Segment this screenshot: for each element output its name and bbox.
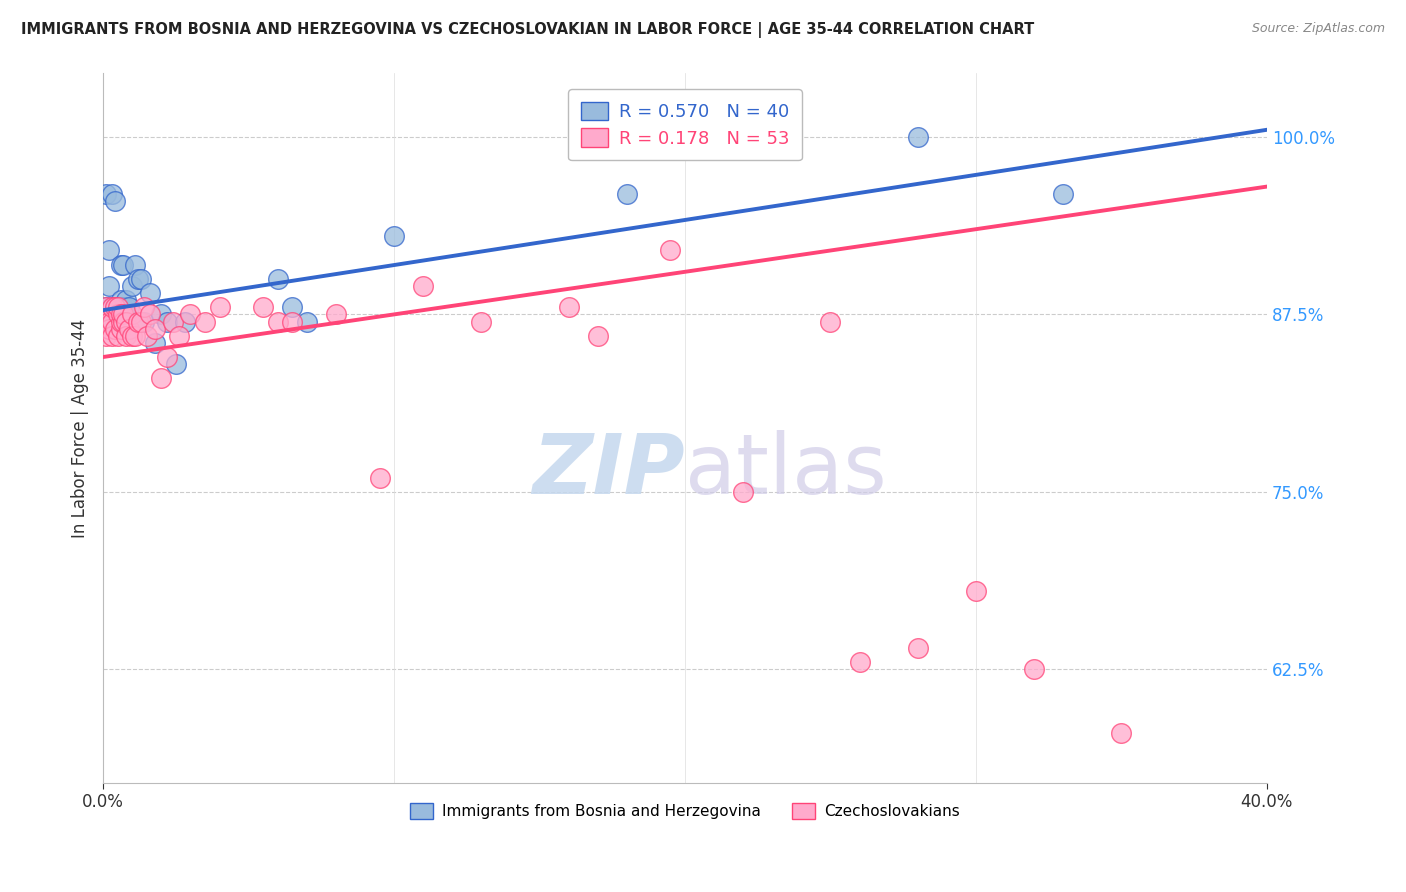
Point [733, 484, 755, 499]
Point [267, 272, 290, 286]
Point [252, 301, 274, 315]
Point [97, 244, 120, 258]
Point [112, 307, 135, 321]
Point [97, 314, 120, 328]
Point [150, 307, 173, 321]
Point [101, 328, 124, 343]
Point [281, 314, 304, 328]
Point [110, 314, 132, 328]
Point [281, 301, 304, 315]
Point [127, 272, 149, 286]
Point [104, 321, 127, 335]
Point [110, 258, 132, 272]
Point [115, 301, 138, 315]
Point [97, 321, 120, 335]
Point [162, 314, 184, 328]
Point [295, 314, 318, 328]
Point [412, 279, 434, 293]
Point [104, 301, 127, 315]
Point [165, 357, 187, 371]
Point [115, 293, 138, 308]
Point [132, 314, 155, 328]
Point [101, 314, 124, 328]
Point [848, 656, 870, 670]
Point [112, 307, 135, 321]
Text: atlas: atlas [685, 430, 887, 511]
Point [101, 186, 124, 201]
Point [110, 301, 132, 315]
Point [101, 314, 124, 328]
Point [167, 328, 190, 343]
Point [208, 301, 231, 315]
Point [94, 328, 117, 343]
Point [267, 314, 290, 328]
Point [470, 314, 492, 328]
Point [107, 301, 129, 315]
Point [115, 328, 138, 343]
Point [965, 584, 987, 599]
Point [110, 321, 132, 335]
Point [138, 286, 160, 301]
Text: ZIP: ZIP [533, 430, 685, 511]
Point [94, 301, 117, 315]
Legend: Immigrants from Bosnia and Herzegovina, Czechoslovakians: Immigrants from Bosnia and Herzegovina, … [405, 797, 966, 825]
Point [1111, 726, 1133, 740]
Point [127, 314, 149, 328]
Point [1024, 662, 1046, 676]
Y-axis label: In Labor Force | Age 35-44: In Labor Force | Age 35-44 [72, 318, 89, 538]
Point [156, 314, 179, 328]
Point [150, 371, 173, 385]
Point [104, 194, 127, 208]
Point [156, 350, 179, 364]
Point [94, 186, 117, 201]
Point [820, 314, 842, 328]
Point [129, 314, 152, 328]
Point [145, 335, 167, 350]
Point [194, 314, 217, 328]
Point [382, 229, 405, 244]
Point [368, 471, 391, 485]
Point [616, 186, 638, 201]
Point [557, 301, 579, 315]
Point [104, 301, 127, 315]
Point [173, 314, 195, 328]
Point [97, 279, 120, 293]
Point [586, 328, 609, 343]
Point [907, 641, 929, 656]
Point [107, 307, 129, 321]
Point [94, 301, 117, 315]
Point [179, 307, 201, 321]
Point [101, 301, 124, 315]
Point [104, 301, 127, 315]
Point [107, 301, 129, 315]
Point [121, 279, 143, 293]
Point [118, 301, 141, 315]
Point [112, 258, 135, 272]
Point [107, 328, 129, 343]
Point [121, 328, 143, 343]
Point [145, 321, 167, 335]
Point [121, 307, 143, 321]
Point [325, 307, 347, 321]
Point [135, 328, 157, 343]
Point [124, 328, 146, 343]
Point [132, 301, 155, 315]
Point [118, 321, 141, 335]
Point [107, 301, 129, 315]
Point [138, 307, 160, 321]
Point [115, 314, 138, 328]
Point [112, 314, 135, 328]
Point [659, 244, 682, 258]
Point [101, 301, 124, 315]
Text: Source: ZipAtlas.com: Source: ZipAtlas.com [1251, 22, 1385, 36]
Point [107, 314, 129, 328]
Point [1052, 186, 1074, 201]
Point [907, 129, 929, 144]
Point [110, 307, 132, 321]
Point [112, 301, 135, 315]
Point [110, 293, 132, 308]
Point [129, 272, 152, 286]
Text: IMMIGRANTS FROM BOSNIA AND HERZEGOVINA VS CZECHOSLOVAKIAN IN LABOR FORCE | AGE 3: IMMIGRANTS FROM BOSNIA AND HERZEGOVINA V… [21, 22, 1035, 38]
Point [124, 258, 146, 272]
